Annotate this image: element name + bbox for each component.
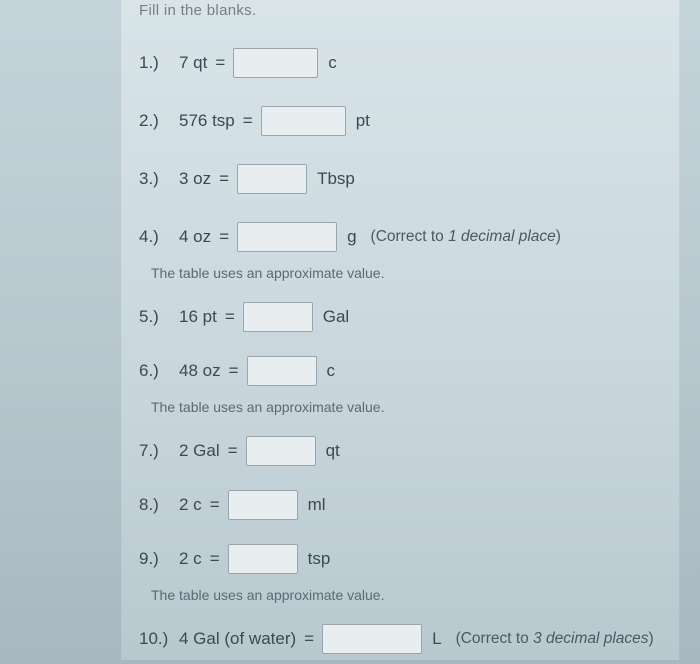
equals-sign: =: [229, 361, 239, 381]
question-quantity: 48 oz: [179, 361, 221, 381]
question-row: 7.) 2 Gal = qt: [139, 433, 665, 469]
question-number: 4.): [139, 227, 171, 247]
question-quantity: 2 c: [179, 495, 202, 515]
answer-input[interactable]: [228, 490, 298, 520]
question-row: 9.) 2 c = tsp: [139, 541, 665, 577]
question-quantity: 16 pt: [179, 307, 217, 327]
question-hint: (Correct to 1 decimal place): [371, 228, 561, 246]
answer-input[interactable]: [322, 624, 422, 654]
approx-note: The table uses an approximate value.: [151, 399, 665, 415]
question-row: 5.) 16 pt = Gal: [139, 299, 665, 335]
question-quantity: 4 Gal (of water): [179, 629, 296, 649]
header-fragment: Fill in the blanks.: [139, 0, 665, 23]
equals-sign: =: [228, 441, 238, 461]
question-row: 8.) 2 c = ml: [139, 487, 665, 523]
question-quantity: 576 tsp: [179, 111, 235, 131]
question-quantity: 3 oz: [179, 169, 211, 189]
question-row: 10.) 4 Gal (of water) = L (Correct to 3 …: [139, 621, 665, 657]
answer-input[interactable]: [247, 356, 317, 386]
equals-sign: =: [219, 169, 229, 189]
answer-unit: L: [432, 629, 441, 649]
answer-unit: ml: [308, 495, 326, 515]
answer-unit: qt: [326, 441, 340, 461]
question-number: 6.): [139, 361, 171, 381]
question-row: 6.) 48 oz = c: [139, 353, 665, 389]
answer-input[interactable]: [237, 222, 337, 252]
question-quantity: 4 oz: [179, 227, 211, 247]
answer-input[interactable]: [233, 48, 318, 78]
question-number: 10.): [139, 629, 171, 649]
answer-unit: pt: [356, 111, 370, 131]
equals-sign: =: [219, 227, 229, 247]
answer-unit: Gal: [323, 307, 349, 327]
equals-sign: =: [215, 53, 225, 73]
question-number: 2.): [139, 111, 171, 131]
question-number: 9.): [139, 549, 171, 569]
equals-sign: =: [210, 549, 220, 569]
question-number: 1.): [139, 53, 171, 73]
answer-unit: g: [347, 227, 356, 247]
answer-input[interactable]: [243, 302, 313, 332]
equals-sign: =: [304, 629, 314, 649]
approx-note: The table uses an approximate value.: [151, 265, 665, 281]
question-quantity: 7 qt: [179, 53, 207, 73]
question-hint: (Correct to 3 decimal places): [456, 630, 654, 648]
answer-unit: c: [327, 361, 336, 381]
answer-input[interactable]: [228, 544, 298, 574]
worksheet-sheet: Fill in the blanks. 1.) 7 qt = c 2.) 576…: [120, 0, 680, 660]
answer-unit: c: [328, 53, 337, 73]
question-number: 8.): [139, 495, 171, 515]
question-row: 2.) 576 tsp = pt: [139, 103, 665, 139]
question-row: 3.) 3 oz = Tbsp: [139, 161, 665, 197]
equals-sign: =: [210, 495, 220, 515]
question-quantity: 2 Gal: [179, 441, 220, 461]
answer-input[interactable]: [237, 164, 307, 194]
approx-note: The table uses an approximate value.: [151, 587, 665, 603]
question-number: 7.): [139, 441, 171, 461]
answer-unit: Tbsp: [317, 169, 355, 189]
question-number: 3.): [139, 169, 171, 189]
answer-input[interactable]: [246, 436, 316, 466]
answer-input[interactable]: [261, 106, 346, 136]
question-row: 1.) 7 qt = c: [139, 45, 665, 81]
equals-sign: =: [225, 307, 235, 327]
answer-unit: tsp: [308, 549, 331, 569]
question-quantity: 2 c: [179, 549, 202, 569]
question-row: 4.) 4 oz = g (Correct to 1 decimal place…: [139, 219, 665, 255]
question-number: 5.): [139, 307, 171, 327]
equals-sign: =: [243, 111, 253, 131]
